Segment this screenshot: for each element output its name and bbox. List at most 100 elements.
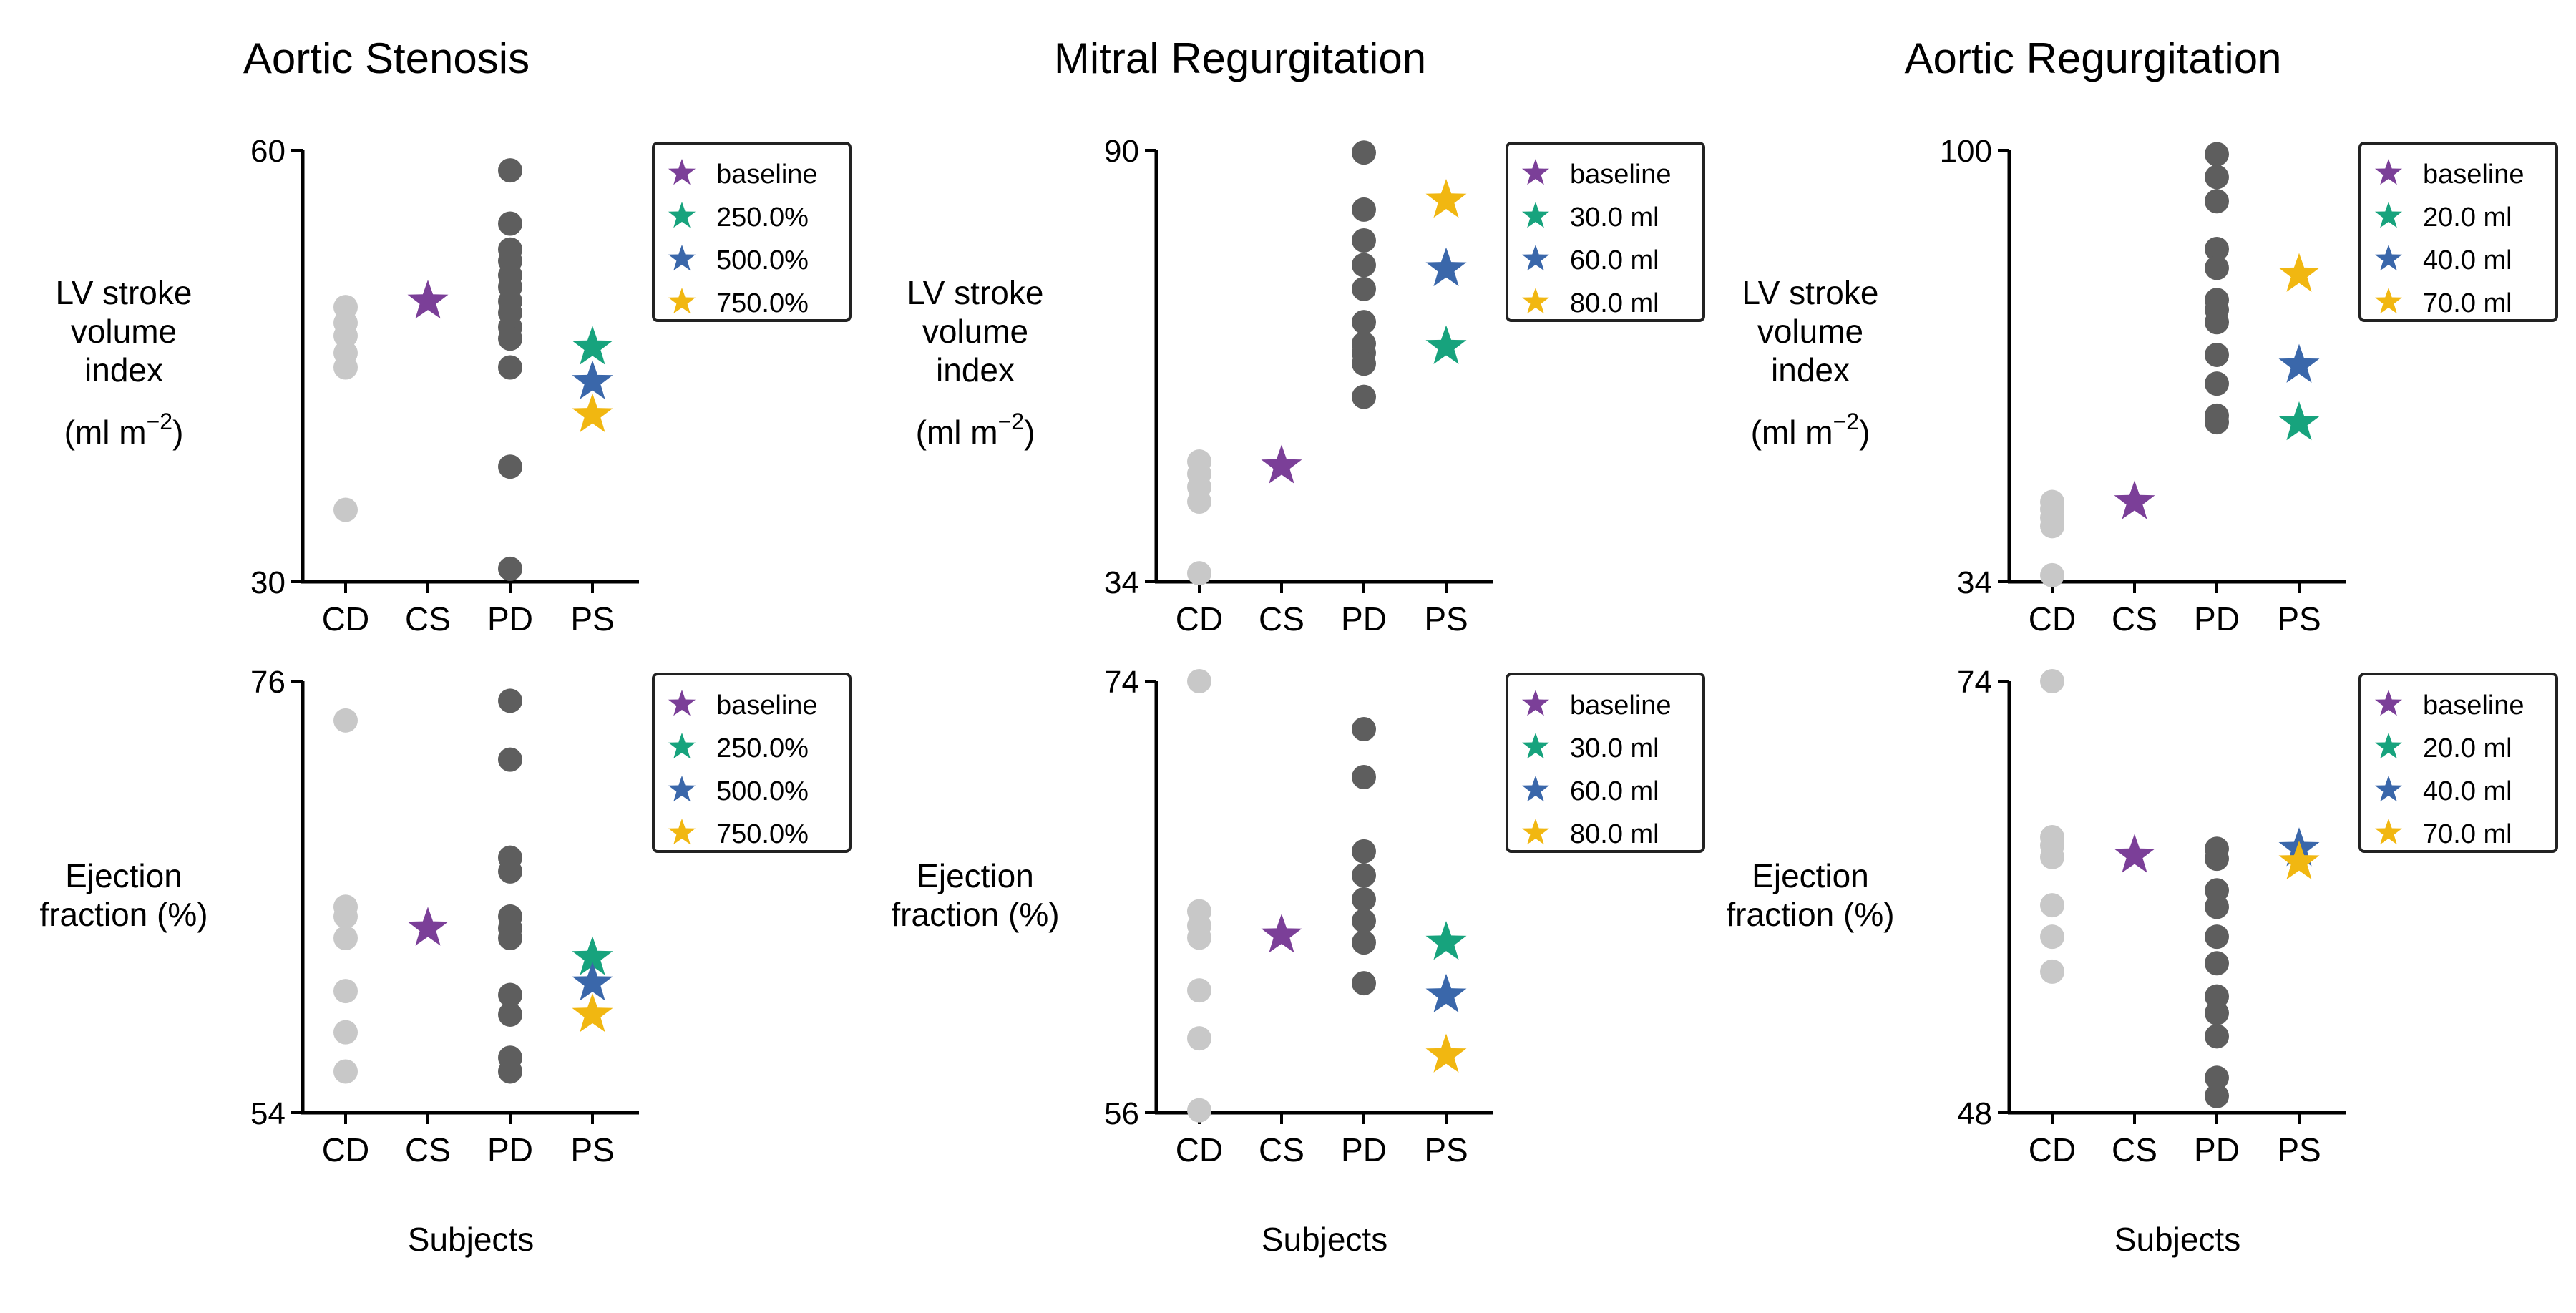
point-pd xyxy=(1352,930,1376,955)
x-tick-label: PD xyxy=(487,1131,533,1168)
legend-marker xyxy=(668,776,696,802)
y-axis-label-line: fraction (%) xyxy=(39,896,208,933)
y-tick-label: 48 xyxy=(1957,1096,1992,1131)
legend-marker xyxy=(2375,776,2402,802)
y-tick-label: 34 xyxy=(1957,565,1992,600)
y-axis-label-unit: (ml m−2) xyxy=(64,409,184,451)
legend-entry: 20.0 ml xyxy=(2423,202,2512,233)
point-cd xyxy=(333,1059,358,1084)
point-cd xyxy=(2040,844,2064,869)
y-axis-label-unit: (ml m−2) xyxy=(916,409,1035,451)
legend-entry: 80.0 ml xyxy=(1570,288,1659,318)
legend: baseline 20.0 ml 40.0 ml 70.0 ml xyxy=(2358,142,2558,322)
point-cd xyxy=(2040,893,2064,918)
x-tick-label: PS xyxy=(2277,1131,2321,1168)
legend-entry: 750.0% xyxy=(716,819,809,849)
point-ps-star xyxy=(572,962,613,1001)
point-pd xyxy=(498,355,522,380)
point-cd xyxy=(1187,669,1211,693)
legend-marker xyxy=(1522,245,1549,271)
x-tick-label: CD xyxy=(322,1131,369,1168)
x-tick-label: CS xyxy=(405,600,451,638)
point-pd xyxy=(2205,846,2229,872)
y-axis-label-line: Ejection xyxy=(917,857,1034,894)
point-pd xyxy=(2205,924,2229,950)
point-pd xyxy=(1352,863,1376,888)
point-cd xyxy=(333,904,358,929)
point-pd xyxy=(2205,255,2229,280)
point-pd xyxy=(498,211,522,236)
point-pd xyxy=(498,926,522,951)
y-tick-label: 30 xyxy=(250,565,286,600)
point-pd xyxy=(498,1059,522,1084)
legend: baseline 250.0% 500.0% 750.0% xyxy=(652,673,852,853)
point-cs-star xyxy=(407,280,449,319)
y-axis-label-line: fraction (%) xyxy=(1726,896,1894,933)
x-tick-label: CD xyxy=(1176,1131,1223,1168)
point-cd xyxy=(1187,561,1211,586)
point-pd xyxy=(1352,717,1376,741)
legend-entry: baseline xyxy=(2423,160,2524,190)
legend-marker xyxy=(1522,733,1549,759)
point-cd xyxy=(2040,669,2064,693)
point-pd xyxy=(498,454,522,479)
x-tick-label: CS xyxy=(1259,1131,1304,1168)
y-axis-label-line: LV stroke xyxy=(56,274,192,311)
y-axis-label-line: volume xyxy=(922,313,1028,350)
x-axis-label: Subjects xyxy=(2114,1221,2240,1258)
x-tick-label: CD xyxy=(1176,600,1223,638)
legend-marker xyxy=(2375,202,2402,228)
legend-frame xyxy=(2358,673,2558,853)
x-tick-label: PS xyxy=(1424,600,1468,638)
point-pd xyxy=(2205,1024,2229,1049)
point-pd xyxy=(1352,887,1376,912)
y-tick-label: 74 xyxy=(1104,665,1139,700)
point-ps-star xyxy=(2278,401,2320,441)
legend-marker xyxy=(1522,819,1549,845)
legend-entry: baseline xyxy=(716,690,818,721)
legend-marker xyxy=(668,733,696,759)
legend-frame xyxy=(1506,673,1705,853)
point-cd xyxy=(333,355,358,380)
point-cd xyxy=(2040,959,2064,984)
point-cd xyxy=(333,979,358,1004)
x-tick-label: CS xyxy=(2112,1131,2157,1168)
point-ps-star xyxy=(2278,343,2320,383)
legend: baseline 30.0 ml 60.0 ml 80.0 ml xyxy=(1506,673,1705,853)
point-ps-star xyxy=(572,393,613,433)
point-ps-star xyxy=(1425,247,1467,287)
legend-frame xyxy=(2358,142,2558,322)
point-pd xyxy=(498,982,522,1007)
x-tick-label: PD xyxy=(487,600,533,638)
point-pd xyxy=(1352,971,1376,996)
y-axis-label-unit: (ml m−2) xyxy=(1751,409,1870,451)
point-pd xyxy=(2205,310,2229,335)
y-tick-label: 74 xyxy=(1957,665,1992,700)
point-pd xyxy=(498,556,522,581)
subplot-1: Aortic Stenosis 30 60 CD CS PD PS LV strokevolu… xyxy=(56,34,852,638)
point-pd xyxy=(2205,142,2229,167)
legend-entry: 40.0 ml xyxy=(2423,245,2512,275)
y-tick-label: 34 xyxy=(1104,565,1139,600)
point-cd xyxy=(2040,924,2064,950)
point-ps-star xyxy=(572,993,613,1033)
point-ps-star xyxy=(1425,179,1467,218)
legend-entry: baseline xyxy=(1570,160,1672,190)
point-pd xyxy=(1352,228,1376,253)
point-pd xyxy=(2205,894,2229,919)
y-axis-label-line: index xyxy=(1771,351,1850,389)
legend-frame xyxy=(652,142,852,322)
point-ps-star xyxy=(1425,325,1467,364)
point-pd xyxy=(2205,342,2229,367)
legend-marker xyxy=(668,202,696,228)
point-pd xyxy=(1352,909,1376,933)
point-cd xyxy=(2040,514,2064,539)
point-cd xyxy=(1187,1098,1211,1123)
x-tick-label: PS xyxy=(570,1131,614,1168)
legend-entry: 250.0% xyxy=(716,733,809,763)
legend-marker xyxy=(2375,690,2402,716)
legend-entry: 750.0% xyxy=(716,288,809,318)
